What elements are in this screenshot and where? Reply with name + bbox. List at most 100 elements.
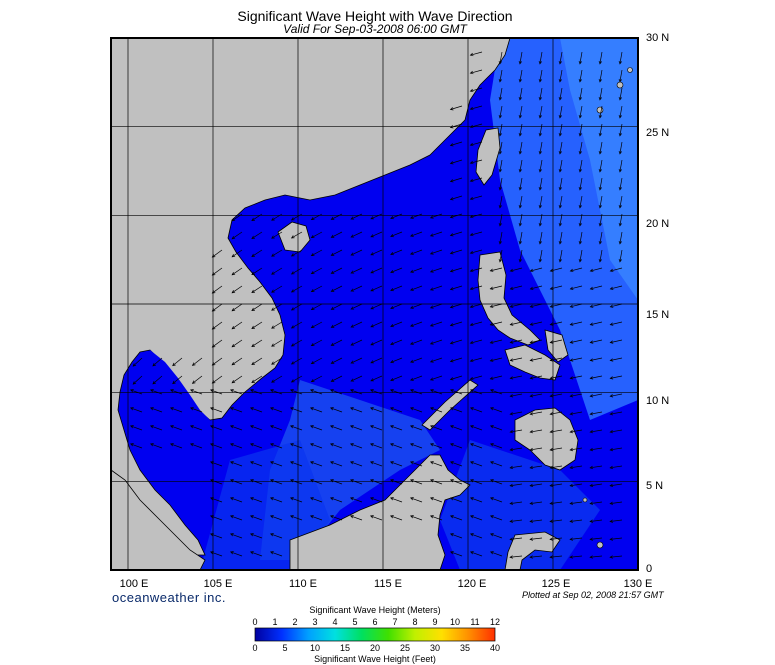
lat-label: 25 N [646, 127, 670, 139]
wave-direction-arrow [549, 267, 563, 273]
wave-direction-arrow [578, 159, 583, 173]
wave-direction-arrow [249, 389, 263, 395]
wave-direction-arrow [132, 375, 143, 385]
colorbar-feet-tick: 40 [489, 643, 501, 653]
wave-direction-arrow [390, 213, 403, 220]
wave-direction-arrow [369, 425, 383, 431]
colorbar-meters-tick: 5 [352, 617, 358, 627]
wave-direction-arrow [370, 285, 383, 292]
wave-direction-arrow [589, 429, 603, 434]
lon-label: 105 E [203, 578, 233, 590]
wave-direction-arrow [498, 123, 503, 137]
wave-direction-arrow [370, 231, 383, 238]
wave-direction-arrow [589, 501, 603, 505]
wave-direction-arrow [449, 303, 463, 309]
wave-direction-arrow [449, 195, 463, 201]
wave-direction-arrow [489, 303, 503, 308]
wave-direction-arrow [538, 69, 543, 83]
wave-direction-arrow [191, 357, 203, 366]
wave-direction-arrow [449, 159, 463, 165]
wave-direction-arrow [469, 389, 483, 395]
land-samar [544, 329, 569, 363]
wave-direction-arrow [549, 483, 563, 488]
wave-direction-arrow [271, 249, 283, 257]
wave-direction-arrow [589, 483, 603, 488]
wave-direction-arrow [469, 339, 483, 345]
wave-direction-arrow [529, 375, 543, 380]
wave-direction-arrow [429, 321, 443, 327]
wave-direction-arrow [429, 515, 443, 521]
wave-direction-arrow [350, 357, 363, 364]
wave-direction-arrow [289, 407, 303, 413]
wave-direction-arrow [558, 51, 563, 65]
wave-direction-arrow [489, 515, 503, 521]
wave-direction-arrow [569, 267, 583, 273]
wave-direction-arrow [330, 231, 343, 238]
wave-direction-arrow [538, 249, 543, 263]
wave-direction-arrow [310, 213, 323, 221]
wave-direction-arrow [290, 339, 303, 347]
wave-direction-arrow [330, 303, 343, 310]
wave-direction-arrow [211, 321, 223, 330]
wave-direction-arrow [529, 519, 543, 523]
wave-direction-arrow [609, 339, 623, 344]
wave-direction-arrow [549, 465, 563, 470]
wave-direction-arrow [172, 357, 183, 367]
wave-direction-arrow [609, 447, 623, 452]
wave-direction-arrow [389, 389, 403, 395]
wave-direction-arrow [589, 375, 603, 380]
wave-direction-arrow [271, 321, 283, 329]
wave-direction-arrow [518, 141, 523, 155]
lat-label: 30 N [646, 32, 670, 44]
wave-direction-arrow [231, 267, 243, 276]
wave-direction-arrow [409, 515, 423, 521]
wave-direction-arrow [310, 267, 323, 275]
wave-direction-arrow [231, 321, 243, 330]
wave-direction-arrow [589, 303, 603, 308]
wave-direction-arrow [369, 407, 383, 413]
wave-direction-arrow [518, 123, 523, 137]
wave-direction-arrow [498, 195, 503, 209]
wave-direction-arrow [558, 69, 563, 83]
wave-direction-arrow [209, 425, 223, 431]
wave-direction-arrow [329, 461, 343, 467]
wave-direction-arrow [231, 357, 243, 366]
land-island [582, 497, 588, 503]
wave-direction-arrow [211, 303, 223, 312]
wave-direction-arrow [589, 537, 603, 541]
colorbar-feet-tick: 15 [339, 643, 351, 653]
wave-direction-arrow [509, 339, 523, 344]
wave-direction-arrow [578, 195, 583, 209]
wave-direction-arrow [618, 51, 623, 65]
wave-direction-arrow [569, 537, 583, 541]
wave-direction-arrow [469, 159, 483, 165]
wave-direction-arrow [589, 321, 603, 326]
wave-direction-arrow [289, 443, 303, 449]
wave-direction-arrow [189, 407, 203, 413]
wave-direction-arrow [429, 249, 443, 255]
land-island [616, 81, 624, 89]
wave-direction-arrow [251, 303, 263, 311]
wave-direction-arrow [390, 285, 403, 292]
wave-direction-arrow [132, 357, 143, 367]
wave-direction-arrow [449, 497, 463, 503]
wave-direction-arrow [589, 267, 603, 273]
colorbar [254, 627, 496, 642]
wave-direction-arrow [618, 87, 623, 101]
wave-direction-arrow [498, 231, 503, 245]
wave-direction-arrow [350, 285, 363, 292]
wave-direction-arrow [449, 321, 463, 327]
wave-direction-arrow [569, 321, 583, 326]
wave-direction-arrow [309, 461, 323, 467]
wave-direction-arrow [349, 515, 363, 521]
lon-label: 100 E [119, 578, 149, 590]
wave-direction-arrow [569, 339, 583, 344]
wave-direction-arrow [609, 483, 623, 488]
wave-direction-arrow [469, 497, 483, 503]
wave-direction-arrow [389, 479, 403, 485]
wave-direction-arrow [249, 497, 263, 503]
wave-direction-arrow [290, 231, 303, 239]
wave-direction-arrow [369, 443, 383, 449]
wave-direction-arrow [349, 461, 363, 467]
wave-direction-arrow [370, 213, 383, 220]
